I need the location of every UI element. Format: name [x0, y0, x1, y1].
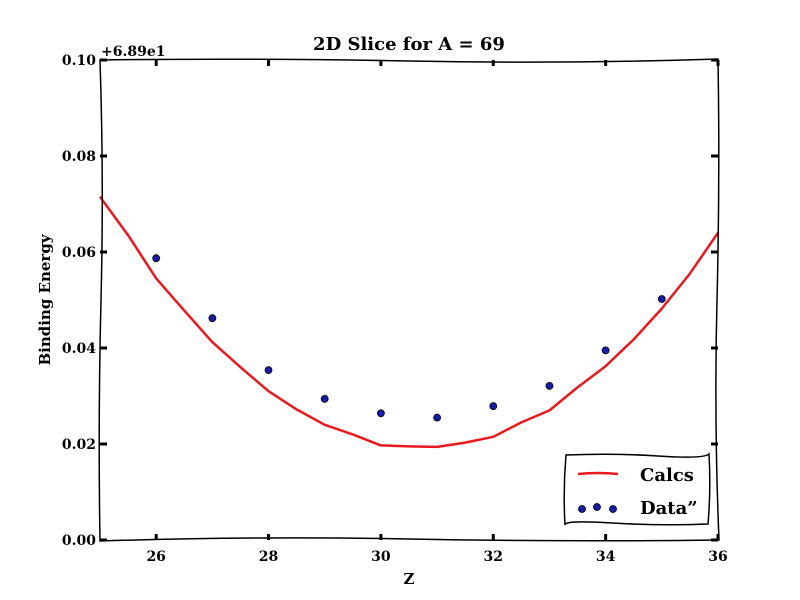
- y-tick-label: 0.10: [62, 53, 96, 69]
- calcs-line: [98, 196, 720, 449]
- legend-marker: [609, 505, 617, 513]
- data-point: [657, 295, 666, 303]
- legend-marker: [578, 505, 586, 513]
- legend-label-calcs: Calcs: [640, 465, 694, 486]
- x-tick-label: 30: [371, 549, 391, 565]
- x-tick-label: 28: [259, 549, 278, 565]
- legend-line-swatch: [577, 471, 619, 476]
- chart-title: 2D Slice for A = 69: [313, 34, 505, 55]
- x-axis-label: Z: [404, 570, 415, 588]
- data-point: [264, 366, 273, 375]
- legend: Calcs Data”: [563, 452, 711, 526]
- data-point: [208, 314, 217, 323]
- x-tick-label: 32: [484, 549, 503, 565]
- data-point: [489, 402, 498, 411]
- y-axis-label: Binding Energy: [36, 233, 54, 365]
- y-tick-labels: 0.00 0.02 0.04 0.06 0.08 0.10: [62, 53, 96, 549]
- legend-marker: [593, 503, 601, 511]
- y-tick-label: 0.04: [62, 341, 96, 357]
- data-point: [601, 346, 610, 355]
- y-offset-text: +6.89e1: [101, 44, 165, 60]
- calcs-series: [98, 196, 720, 449]
- data-point: [433, 413, 442, 422]
- y-tick-label: 0.08: [62, 149, 96, 165]
- x-tick-labels: 26 28 30 32 34 36: [146, 549, 727, 565]
- data-point: [320, 394, 329, 403]
- x-tick-label: 34: [596, 549, 616, 565]
- data-series: [152, 254, 666, 422]
- x-tick-label: 26: [146, 549, 165, 565]
- y-tick-label: 0.02: [62, 437, 96, 453]
- y-tick-label: 0.00: [62, 533, 96, 549]
- x-tick-label: 36: [708, 549, 727, 565]
- data-point: [545, 381, 554, 390]
- y-tick-label: 0.06: [62, 245, 96, 261]
- data-point: [152, 254, 161, 263]
- legend-label-data: Data”: [640, 498, 698, 519]
- data-point: [376, 409, 385, 418]
- plot-frame: [98, 58, 720, 542]
